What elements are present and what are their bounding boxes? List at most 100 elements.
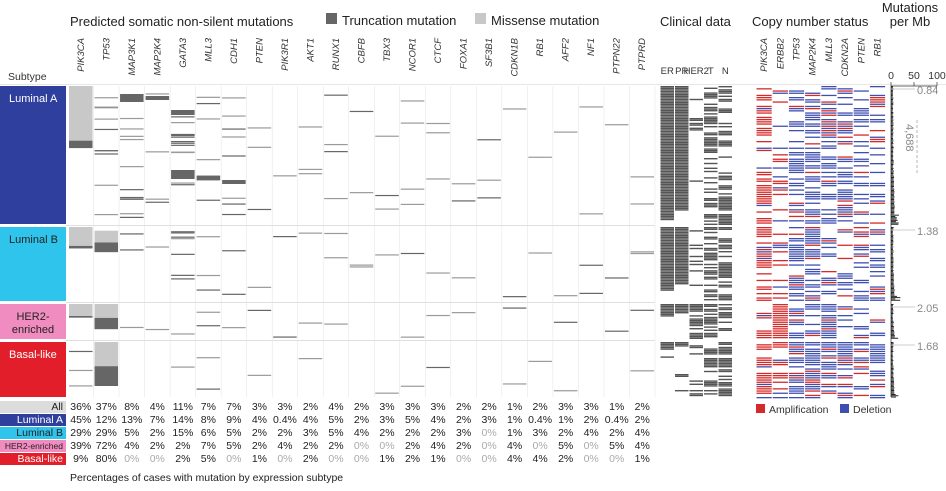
clinical-mark xyxy=(704,291,718,293)
clinical-mark xyxy=(660,114,674,117)
clinical-mark xyxy=(704,382,718,384)
clinical-mark xyxy=(675,98,689,101)
amplification-mark xyxy=(772,279,788,282)
mutation-rate-bar xyxy=(891,217,897,219)
missense-mutation-block xyxy=(69,227,93,246)
amplification-mark xyxy=(772,180,788,182)
percent-cell: 0.4% xyxy=(528,414,552,426)
clinical-mark xyxy=(718,202,732,205)
clinical-mark xyxy=(704,126,718,128)
clinical-mark xyxy=(704,204,718,206)
clinical-mark xyxy=(660,193,674,195)
amplification-mark xyxy=(756,105,772,108)
subtype-label: Luminal B xyxy=(9,234,58,246)
deletion-mark xyxy=(805,348,821,350)
gene-label-foxa1: FOXA1 xyxy=(459,38,470,69)
amplification-mark xyxy=(805,108,821,110)
amplification-mark xyxy=(756,198,772,200)
mutation-rate-bar xyxy=(891,143,894,145)
clinical-mark xyxy=(704,358,718,360)
clinical-mark xyxy=(704,142,718,144)
percent-cell: 2% xyxy=(635,414,650,426)
missense-mutation-mark xyxy=(324,143,348,146)
clinical-mark xyxy=(660,103,674,105)
deletion-mark xyxy=(837,392,853,394)
truncation-mutation-mark xyxy=(171,231,195,233)
deletion-mark xyxy=(837,284,853,286)
mutation-rate-bar xyxy=(891,276,894,278)
mutation-rate-bar xyxy=(891,183,894,185)
clinical-mark xyxy=(689,336,703,338)
amplification-mark xyxy=(772,377,788,379)
clinical-mark xyxy=(660,305,674,307)
percent-cell: 5% xyxy=(405,414,420,426)
deletion-mark xyxy=(837,125,853,127)
clinical-mark xyxy=(660,135,674,137)
deletion-mark xyxy=(853,114,869,116)
clinical-mark xyxy=(675,111,689,113)
amplification-mark xyxy=(772,315,788,317)
amplification-mark xyxy=(805,171,821,174)
percent-cell: 2% xyxy=(456,414,471,426)
clinical-mark xyxy=(704,323,718,325)
amplification-mark xyxy=(756,279,772,282)
deletion-mark xyxy=(869,251,886,253)
clinical-mark xyxy=(689,337,703,339)
amplification-mark xyxy=(772,297,788,299)
amplification-mark xyxy=(853,372,869,375)
amplification-mark xyxy=(756,178,772,180)
amplification-mark xyxy=(772,330,788,332)
clinical-mark xyxy=(675,108,689,110)
deletion-mark xyxy=(821,94,837,97)
deletion-mark xyxy=(772,187,788,189)
truncation-mutation-mark xyxy=(196,102,221,105)
mutation-rate-bar xyxy=(891,387,895,389)
truncation-mutation-mark xyxy=(579,264,603,266)
clinical-mark xyxy=(660,304,674,306)
clinical-mark xyxy=(675,182,689,184)
percent-cell: 5% xyxy=(226,440,241,452)
clinical-mark xyxy=(675,254,689,256)
clinical-mark xyxy=(718,199,732,201)
missense-mutation-mark xyxy=(630,252,654,255)
clinical-mark xyxy=(689,318,703,320)
mutation-rate-bar xyxy=(891,199,895,200)
amplification-mark xyxy=(756,149,772,152)
deletion-mark xyxy=(805,209,821,211)
percent-cell: 15% xyxy=(172,427,193,439)
truncation-mutation-mark xyxy=(502,307,527,309)
percent-cell: 4% xyxy=(430,440,445,452)
deletion-mark xyxy=(869,136,886,138)
amplification-mark xyxy=(837,127,853,130)
deletion-mark xyxy=(788,121,805,123)
truncation-mutation-block xyxy=(120,94,144,102)
clinical-mark xyxy=(704,170,718,173)
clinical-mark xyxy=(704,231,718,234)
deletion-mark xyxy=(805,213,821,215)
deletion-mark xyxy=(853,312,869,315)
deletion-mark xyxy=(788,251,805,253)
truncation-mutation-mark xyxy=(171,278,195,280)
deletion-mark xyxy=(805,240,821,242)
mutation-rate-bar xyxy=(891,178,894,180)
clinical-mark xyxy=(675,159,689,161)
clinical-mark xyxy=(675,236,689,238)
clinical-mark xyxy=(660,159,674,161)
mutation-rate-bar xyxy=(891,366,894,368)
mutation-rate-bar xyxy=(891,374,894,376)
clinical-mark xyxy=(660,278,674,280)
clinical-mark xyxy=(718,281,732,283)
truncation-mutation-mark xyxy=(477,139,501,141)
clinical-mark xyxy=(660,156,674,158)
deletion-mark xyxy=(821,255,837,257)
clinical-mark xyxy=(660,127,674,129)
mutation-rate-bar xyxy=(891,204,895,206)
percent-cell: 3% xyxy=(482,414,497,426)
deletion-mark xyxy=(853,145,869,147)
clinical-mark xyxy=(675,193,689,195)
deletion-mark xyxy=(869,344,886,346)
deletion-mark xyxy=(821,355,837,357)
percent-cell: 39% xyxy=(70,440,91,452)
cn-gene-label-rb1: RB1 xyxy=(873,38,884,56)
deletion-mark xyxy=(853,222,869,224)
